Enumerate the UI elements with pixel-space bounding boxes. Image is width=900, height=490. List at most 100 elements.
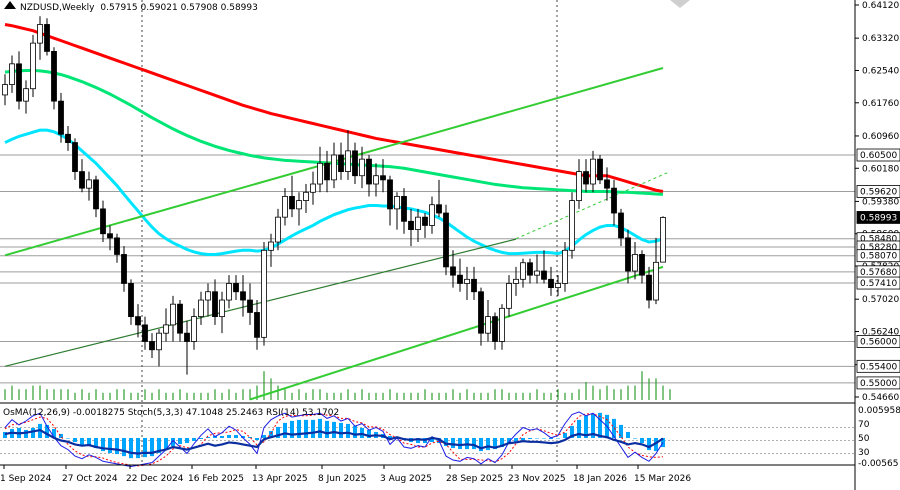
candle: [457, 258, 463, 292]
candle-body: [520, 262, 526, 280]
osma-bar: [143, 438, 147, 458]
candle-body: [415, 216, 421, 230]
osma-bar: [129, 438, 133, 459]
candle-body: [338, 154, 344, 172]
candle-body: [16, 63, 22, 102]
osma-bar: [626, 431, 630, 438]
candle-body: [303, 191, 309, 201]
price-marker-label: 0.58070: [860, 252, 897, 262]
candle: [247, 283, 253, 325]
osma-bar: [591, 413, 595, 438]
candle: [212, 279, 218, 325]
candle-body: [254, 312, 260, 338]
candle: [443, 204, 449, 276]
osma-bar: [241, 435, 245, 438]
candle: [163, 308, 169, 342]
date-tick-label: 8 Jun 2025: [318, 474, 366, 484]
osma-bar: [164, 438, 168, 450]
candle-body: [177, 303, 183, 334]
price-tick-label: 0.57020: [862, 295, 899, 305]
candle: [450, 250, 456, 288]
candle-body: [44, 24, 50, 52]
candle: [23, 80, 29, 114]
candle: [226, 275, 232, 309]
oscillator-tick-label: 50: [858, 434, 870, 444]
candle-body: [618, 212, 624, 239]
candle: [618, 208, 624, 247]
osma-bar: [514, 438, 518, 443]
candle-body: [387, 179, 393, 210]
candle: [611, 179, 617, 226]
candle: [282, 188, 288, 226]
date-axis: 1 Sep 2024 27 Oct 2024 22 Dec 2024 16 Feb 2…: [0, 465, 691, 484]
osma-bar: [598, 412, 602, 438]
candle: [436, 179, 442, 218]
candle-body: [457, 274, 463, 284]
price-marker-label: 0.58280: [860, 243, 897, 253]
candle-body: [86, 179, 92, 189]
candle-body: [408, 220, 414, 230]
osma-bar: [87, 438, 91, 447]
candle: [541, 250, 547, 284]
osma-bar: [227, 434, 231, 438]
candle-body: [170, 303, 176, 326]
osma-bar: [262, 434, 266, 438]
candle-body: [625, 237, 631, 272]
candle-body: [107, 233, 113, 239]
candle: [2, 74, 8, 106]
candle: [625, 229, 631, 284]
osma-bar: [31, 427, 35, 438]
candle-body: [79, 171, 85, 189]
candle-body: [604, 179, 610, 189]
candle-body: [401, 196, 407, 222]
candle: [135, 304, 141, 338]
candle: [646, 266, 652, 309]
candle-body: [135, 316, 141, 326]
candle-body: [366, 158, 372, 185]
candle-body: [548, 278, 554, 289]
candle: [51, 47, 57, 110]
candle-body: [394, 196, 400, 210]
candle-body: [51, 51, 57, 102]
candle-body: [485, 316, 491, 334]
osma-bar: [157, 438, 161, 454]
osma-bar: [332, 421, 336, 438]
candle: [373, 163, 379, 197]
candle-body: [527, 262, 533, 276]
collapse-arrow-icon[interactable]: [4, 1, 16, 9]
candle: [429, 196, 435, 234]
candle: [317, 146, 323, 193]
candle: [653, 237, 659, 305]
candle-body: [660, 217, 666, 263]
osma-bar: [171, 438, 175, 447]
date-tick-label: 28 Sep 2025: [446, 474, 503, 484]
candle-body: [310, 183, 316, 193]
candle: [352, 142, 358, 185]
candle-body: [380, 175, 386, 181]
candle: [527, 258, 533, 284]
candle-body: [429, 204, 435, 226]
price-tick-label: 0.60180: [862, 164, 899, 174]
osma-bar: [94, 438, 98, 449]
osma-bar: [633, 438, 637, 439]
osma-bar: [339, 422, 343, 438]
osma-bar: [283, 422, 287, 438]
osma-bar: [500, 438, 504, 448]
price-tick-label: 0.60960: [862, 132, 899, 142]
price-tick-label: 0.54660: [862, 393, 899, 403]
candle-body: [247, 299, 253, 313]
candle-body: [65, 133, 71, 143]
osma-bar: [276, 426, 280, 438]
candle-body: [653, 261, 659, 301]
candle: [408, 208, 414, 247]
candle: [639, 250, 645, 284]
candle: [296, 192, 302, 226]
candle: [478, 287, 484, 346]
candle: [142, 316, 148, 350]
date-tick-label: 16 Feb 2025: [188, 474, 244, 484]
candle: [114, 233, 120, 263]
candle-body: [198, 299, 204, 318]
candle: [170, 295, 176, 342]
candle-body: [9, 63, 15, 85]
